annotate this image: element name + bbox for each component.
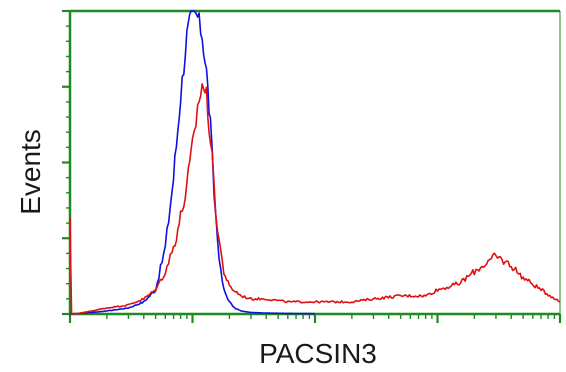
axis-ticks: [62, 9, 562, 323]
plot-frame: [68, 9, 561, 316]
histogram-series-red: [69, 83, 561, 315]
x-axis-label: PACSIN3: [259, 338, 377, 369]
y-axis-label: Events: [15, 129, 46, 215]
series-lines: [69, 10, 561, 315]
histogram-series-blue: [69, 10, 315, 315]
